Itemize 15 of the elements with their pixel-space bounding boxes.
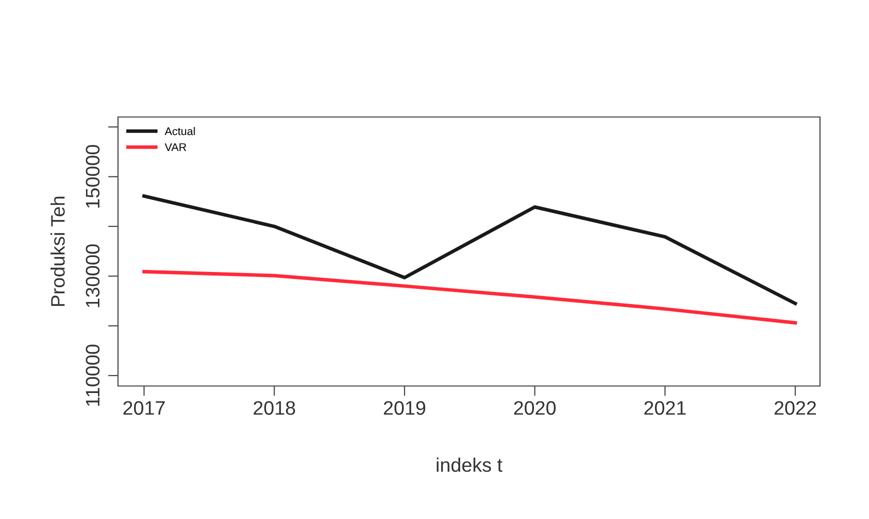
legend-label: VAR <box>164 143 186 151</box>
y-axis-title: Produksi Teh <box>50 196 65 306</box>
y-tick-label: 150000 <box>86 144 100 208</box>
line-series <box>142 270 797 325</box>
x-tick-label: 2017 <box>123 401 165 415</box>
line-series <box>142 194 797 306</box>
x-tick-label: 2022 <box>774 401 816 415</box>
x-tick-label: 2019 <box>384 401 426 415</box>
y-tick-label: 110000 <box>86 344 100 406</box>
x-axis-title: indeks t <box>436 458 502 472</box>
legend-label: Actual <box>164 127 195 136</box>
x-tick-label: 2020 <box>514 401 556 415</box>
x-tick-label: 2021 <box>644 401 686 415</box>
x-tick-label: 2018 <box>254 401 296 415</box>
y-tick-label: 130000 <box>86 244 100 308</box>
